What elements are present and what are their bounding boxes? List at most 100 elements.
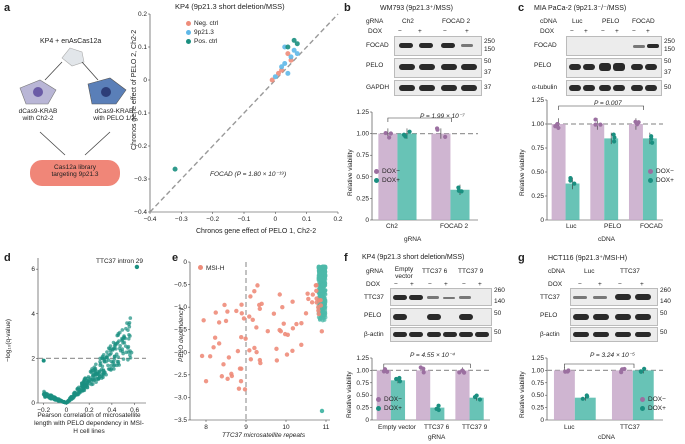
a-ytick-label: −0.1 [134,110,147,117]
b-bar [431,133,451,220]
legend-dot-neg [186,21,191,26]
c-legend-plus: DOX+ [656,177,674,184]
d-point [126,337,131,341]
c-ytick-label: 0.25 [531,193,544,200]
a-diagonal [149,13,339,213]
d-point [79,381,84,386]
e-point-msih [313,283,319,288]
e-point-msih [316,311,322,317]
c-mw-50: 50 [664,58,672,65]
f-xcat-2: TTC37 9 [462,424,488,431]
e-point-mss [322,316,326,321]
b-blot-pelo [394,58,482,78]
e-ytick-label: 0 [183,259,187,266]
b-legend-minus: DOX− [382,168,400,175]
g-blot-ttc37 [570,288,658,306]
e-ytick-label: −2.5 [174,372,187,379]
a-point [279,64,285,70]
e-xtick-label: 10 [282,424,290,431]
c-group-pelo: PELO [602,18,620,25]
e-point-mss [322,285,326,289]
d-point [58,398,62,402]
f-dot [421,366,426,371]
e-xtick-label: 9 [244,424,248,431]
e-point-msih [219,374,225,379]
c-dox-header: DOX [540,28,555,35]
b-dox-2: − [443,28,447,35]
d-point [120,338,124,343]
e-point-msih [247,348,252,353]
f-legend: DOX− DOX+ [376,396,402,414]
d-ytick-label: 6 [31,266,35,273]
left-nucleus-icon [33,87,43,97]
b-mw-250: 250 [484,38,495,45]
d-point [126,357,130,362]
f-row-actin: β-actin [364,331,384,338]
e-point-msih [254,349,259,355]
b-dox-header: DOX [368,28,383,35]
a-xtick-label: −0.3 [175,216,188,223]
g-bar [553,370,575,420]
a-xtick-label: 0 [274,216,278,223]
c-xlabel: cDNA [598,236,615,243]
e-ytick-label: −3.0 [174,394,187,401]
panel-a-title: KP4 (9p21.3 short deletion/MSS) [175,2,285,11]
e-point-msih [225,309,230,314]
d-xtick-label: −0.2 [37,407,50,414]
e-point-msih [236,386,242,391]
f-group-ttc9: TTC37 9 [458,268,484,275]
g-row-ttc37: TTC37 [540,294,560,301]
panel-a-xlabel: Chronos gene effect of PELO 1, Ch2-2 [196,228,317,235]
e-point-msih [257,306,263,311]
d-ytick-label: 0 [31,400,35,407]
g-sig-bracket [564,363,635,368]
d-point [105,350,109,354]
c-row-pelo: PELO [534,62,552,69]
f-bar [430,407,445,420]
b-ytick-label: 0.50 [356,174,369,181]
d-point [109,359,114,364]
b-xcat-1: FOCAD 2 [440,223,469,230]
e-xtick-label: 11 [323,424,330,431]
g-mw-260: 260 [660,287,671,294]
panel-d-label: d [4,252,11,264]
library-pill [30,160,120,186]
f-mw-140: 140 [494,298,505,305]
a-point [172,166,178,172]
c-bar [590,124,605,220]
f-sig-bracket [383,363,471,368]
g-dot [566,368,571,373]
b-sig-bracket [387,117,452,122]
e-point-msih [239,366,244,371]
d-point [117,346,122,351]
e-point-msih [274,358,280,363]
e-point-msih [317,298,322,303]
e-point-mss [321,310,326,314]
d-point [86,375,91,379]
g-bar [632,370,654,420]
g-ytick-label: 1.25 [531,355,544,362]
b-dot [407,129,412,134]
c-legend: DOX− DOX+ [648,168,674,186]
f-dox-4: − [462,281,466,288]
b-dot [456,185,461,190]
c-pvalue: P = 0.007 [594,100,622,107]
f-blot-ttc37 [390,288,492,306]
b-row-gapdh: GAPDH [366,84,390,91]
g-dot [563,369,568,374]
g-ytick-label: 0.25 [531,405,544,412]
d-point [88,369,93,374]
e-point-msih [239,311,244,316]
e-point-mss [318,265,323,270]
e-point-msih [257,357,263,363]
e-ytick-label: −2.0 [174,349,187,356]
b-dox-3: + [465,28,469,35]
c-dox-0: − [570,28,574,35]
b-ytick-label: 1.25 [356,109,369,116]
d-point [94,362,98,367]
g-row-pelo: PELO [540,312,558,319]
d-point [92,378,96,383]
d-point [98,356,102,361]
